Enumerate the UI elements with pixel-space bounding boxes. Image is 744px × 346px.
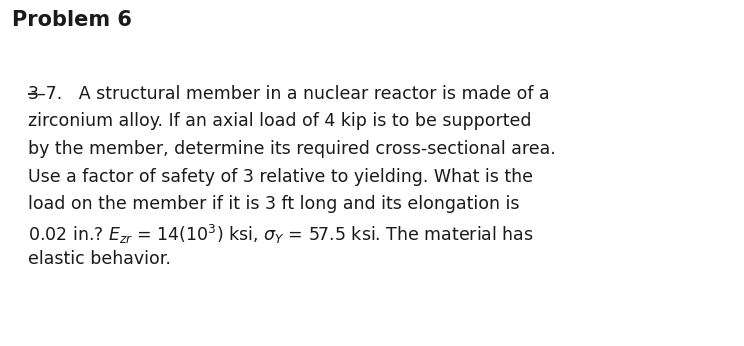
Text: by the member, determine its required cross-sectional area.: by the member, determine its required cr… xyxy=(28,140,556,158)
Text: Use a factor of safety of 3 relative to yielding. What is the: Use a factor of safety of 3 relative to … xyxy=(28,167,533,185)
Text: zirconium alloy. If an axial load of 4 kip is to be supported: zirconium alloy. If an axial load of 4 k… xyxy=(28,112,531,130)
Text: elastic behavior.: elastic behavior. xyxy=(28,250,171,268)
Text: 3: 3 xyxy=(28,85,39,103)
Text: 0.02 in.? $E_{zr}$ = 14(10$^3$) ksi, $\sigma_Y$ = 57.5 ksi. The material has: 0.02 in.? $E_{zr}$ = 14(10$^3$) ksi, $\s… xyxy=(28,222,533,246)
Text: load on the member if it is 3 ft long and its elongation is: load on the member if it is 3 ft long an… xyxy=(28,195,519,213)
Text: –7.   A structural member in a nuclear reactor is made of a: –7. A structural member in a nuclear rea… xyxy=(37,85,550,103)
Text: Problem 6: Problem 6 xyxy=(12,10,132,30)
